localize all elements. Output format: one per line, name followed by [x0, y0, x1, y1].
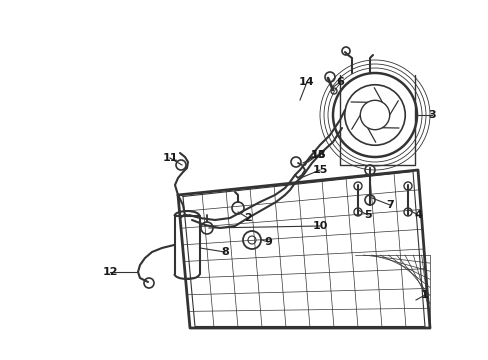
Text: 5: 5 [364, 210, 371, 220]
Text: 7: 7 [386, 200, 393, 210]
Text: 4: 4 [413, 210, 421, 220]
Text: 3: 3 [427, 110, 435, 120]
Text: 10: 10 [312, 221, 327, 231]
Text: 8: 8 [221, 247, 228, 257]
Text: 9: 9 [264, 237, 271, 247]
Text: 16: 16 [309, 150, 325, 160]
Text: 11: 11 [162, 153, 177, 163]
Text: 12: 12 [102, 267, 118, 277]
Text: 1: 1 [420, 290, 428, 300]
Text: 14: 14 [299, 77, 314, 87]
Text: 15: 15 [312, 165, 327, 175]
Text: 2: 2 [244, 213, 251, 223]
Text: 6: 6 [335, 77, 343, 87]
Text: 13: 13 [310, 150, 325, 160]
